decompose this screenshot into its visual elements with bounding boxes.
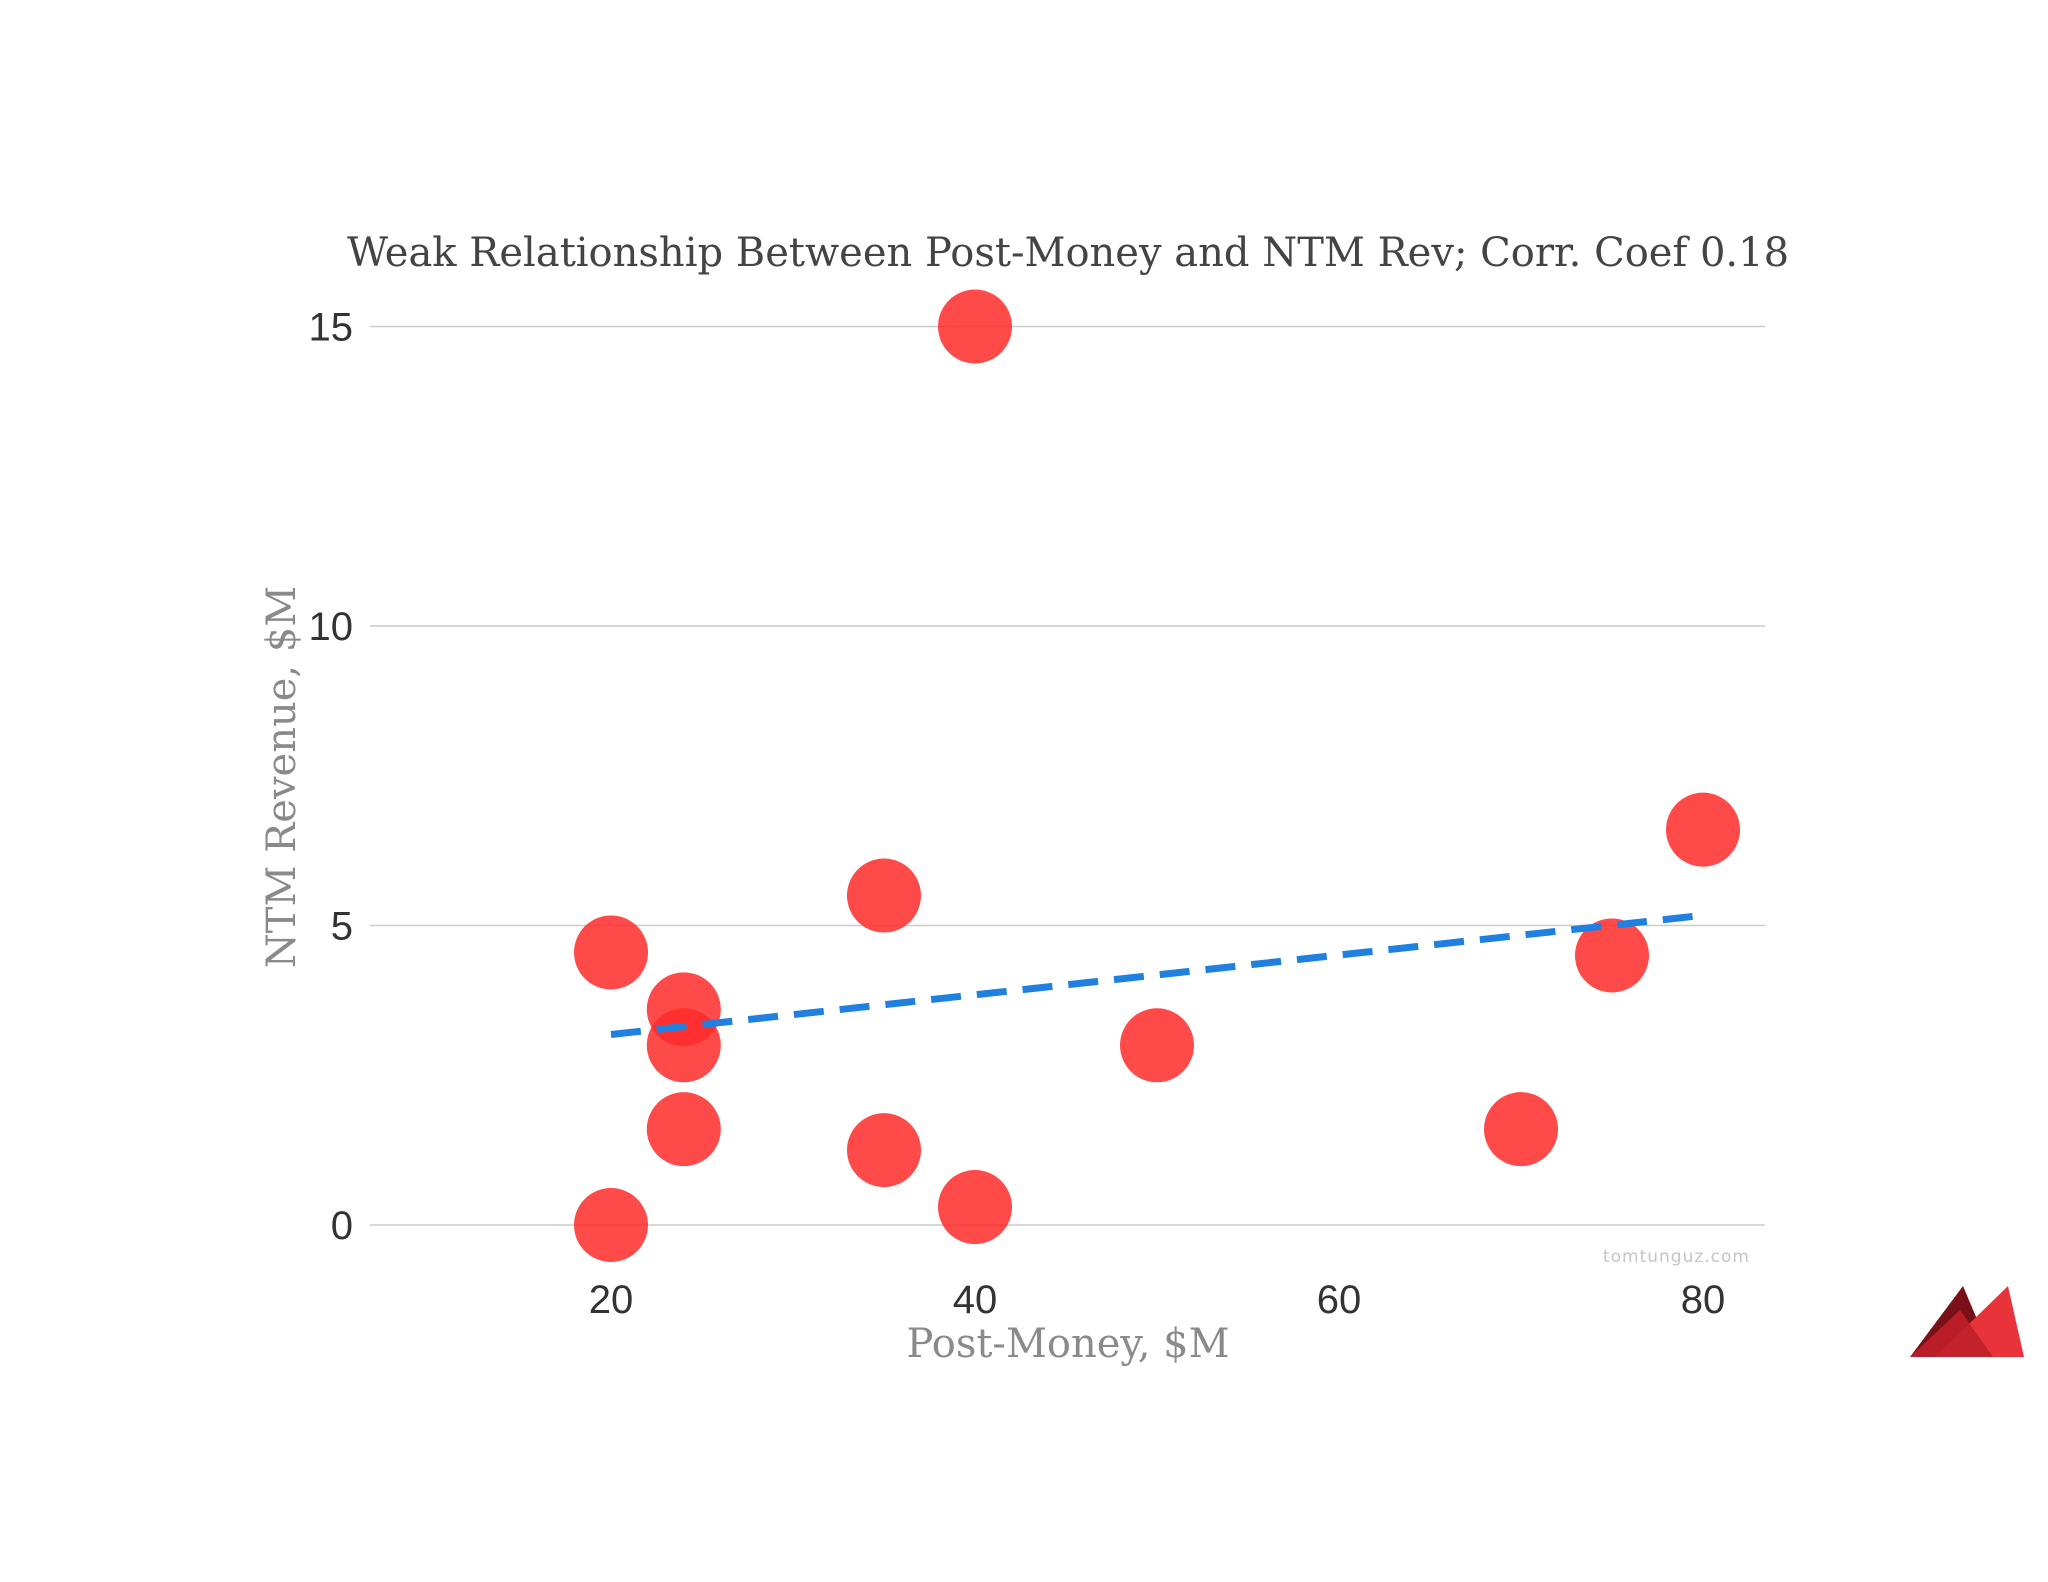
- data-point: [1484, 1092, 1558, 1167]
- chart-title: Weak Relationship Between Post-Money and…: [347, 230, 1789, 276]
- x-tick-label-40: 40: [953, 1278, 998, 1322]
- data-point: [938, 289, 1012, 364]
- data-point: [1575, 918, 1649, 993]
- logo-shape-front: [1910, 1310, 1993, 1357]
- x-axis-label: Post-Money, $M: [906, 1321, 1229, 1367]
- data-point: [646, 1092, 721, 1167]
- data-point: [1666, 792, 1740, 867]
- x-tick-label-60: 60: [1317, 1278, 1362, 1322]
- data-point: [646, 1008, 721, 1083]
- y-tick-label-0: 0: [331, 1204, 353, 1248]
- data-point: [574, 915, 648, 990]
- y-tick-label-5: 5: [331, 905, 353, 949]
- x-tick-label-80: 80: [1681, 1278, 1726, 1322]
- x-tick-label-20: 20: [589, 1278, 634, 1322]
- data-point: [574, 1188, 648, 1262]
- y-tick-label-10: 10: [309, 605, 354, 649]
- y-axis-ticks: 0 5 10 15: [309, 306, 354, 1249]
- y-tick-label-15: 15: [309, 306, 354, 350]
- y-axis-label: NTM Revenue, $M: [259, 586, 305, 968]
- data-point: [847, 858, 921, 933]
- scatter-points: [574, 289, 1740, 1262]
- brand-logo: [1910, 1286, 2024, 1357]
- data-point: [1120, 1008, 1194, 1083]
- gridlines: [370, 325, 1765, 1226]
- watermark: tomtunguz.com: [1603, 1247, 1750, 1267]
- data-point: [938, 1170, 1012, 1245]
- x-axis-ticks: 20 40 60 80: [589, 1278, 1726, 1322]
- data-point: [847, 1113, 921, 1188]
